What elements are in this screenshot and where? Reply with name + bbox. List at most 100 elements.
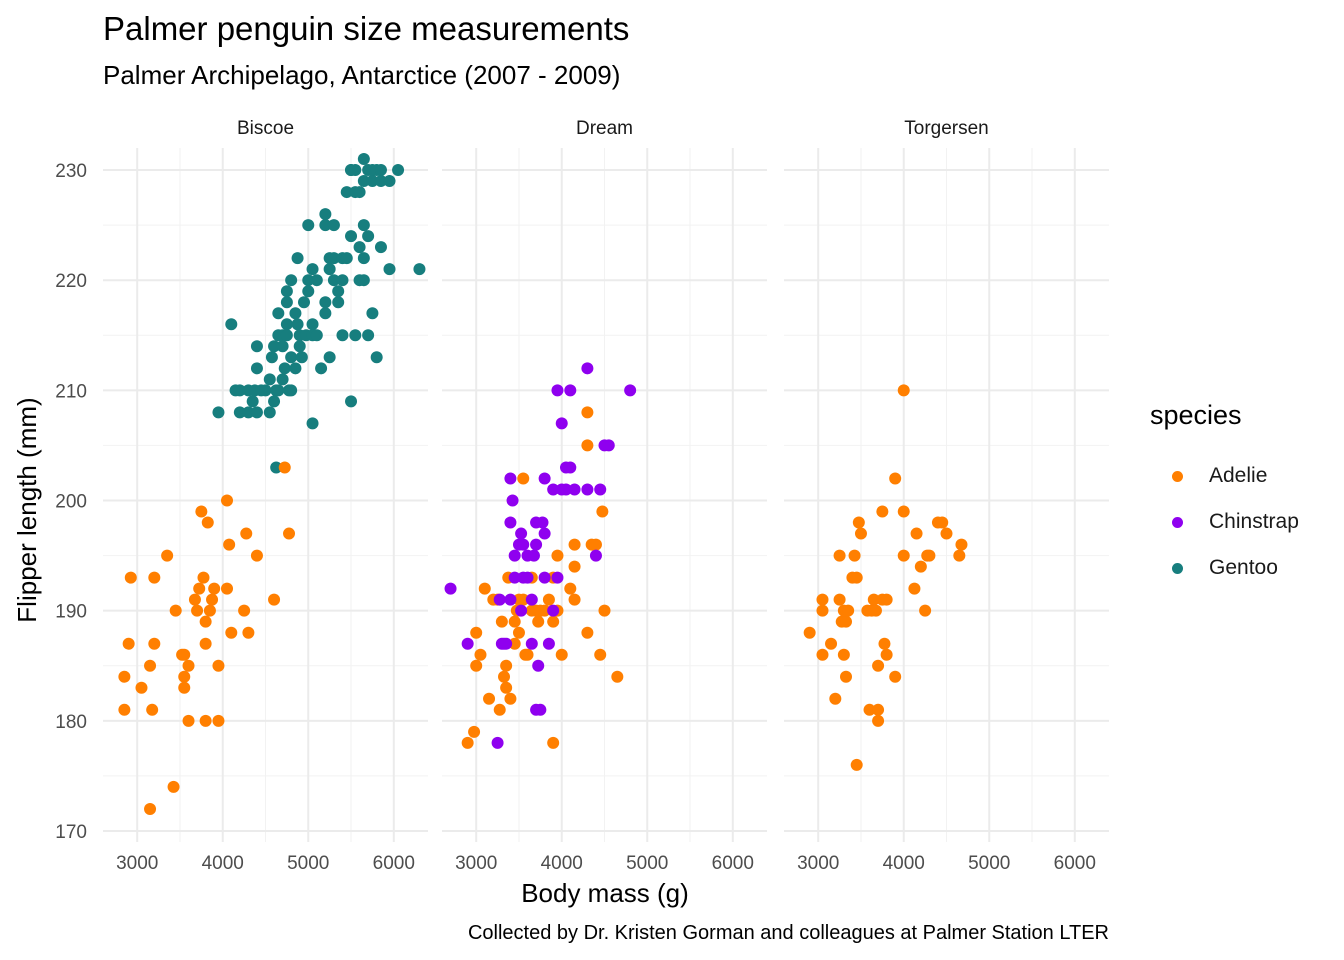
facet-panel-biscoe: Biscoe 3000 4000 5000 6000	[103, 118, 428, 874]
data-point-chinstrap	[581, 362, 594, 375]
data-point-adelie	[589, 538, 602, 551]
x-tick-label: 5000	[626, 853, 668, 874]
data-point-adelie	[596, 505, 609, 518]
chart-title: Palmer penguin size measurements	[103, 10, 630, 47]
data-point-adelie	[538, 604, 551, 617]
data-point-gentoo	[362, 329, 375, 342]
data-point-gentoo	[319, 307, 332, 320]
data-point-chinstrap	[527, 549, 540, 562]
data-point-adelie	[897, 384, 910, 397]
data-point-gentoo	[319, 208, 332, 221]
data-point-adelie	[876, 505, 889, 518]
data-point-gentoo	[278, 362, 291, 375]
data-point-adelie	[144, 659, 157, 672]
x-tick-label: 5000	[968, 853, 1010, 874]
data-point-adelie	[283, 527, 296, 540]
data-point-gentoo	[374, 164, 387, 177]
data-point-adelie	[816, 648, 829, 661]
x-tick-label: 4000	[541, 853, 583, 874]
data-point-gentoo	[285, 384, 298, 397]
data-point-adelie	[223, 538, 236, 551]
data-point-adelie	[825, 637, 838, 650]
data-point-adelie	[178, 681, 191, 694]
data-point-adelie	[197, 571, 210, 584]
data-point-adelie	[837, 648, 850, 661]
data-point-adelie	[148, 637, 161, 650]
data-point-gentoo	[353, 241, 366, 254]
data-point-adelie	[816, 604, 829, 617]
data-point-gentoo	[336, 329, 349, 342]
facet-panel-dream: Dream 3000 4000 5000 6000	[442, 118, 767, 874]
data-point-gentoo	[323, 263, 336, 276]
data-point-gentoo	[383, 263, 396, 276]
data-point-adelie	[833, 593, 846, 606]
data-point-chinstrap	[444, 582, 457, 595]
data-point-adelie	[193, 582, 206, 595]
data-point-adelie	[940, 527, 953, 540]
data-point-adelie	[468, 725, 481, 738]
data-point-adelie	[872, 703, 885, 716]
data-point-gentoo	[323, 351, 336, 364]
data-point-gentoo	[349, 329, 362, 342]
data-point-adelie	[178, 670, 191, 683]
legend-label-adelie: Adelie	[1209, 464, 1268, 487]
data-point-gentoo	[285, 274, 298, 287]
data-point-chinstrap	[530, 538, 543, 551]
data-point-gentoo	[272, 307, 285, 320]
data-point-adelie	[144, 802, 157, 815]
data-point-gentoo	[302, 219, 315, 232]
data-point-adelie	[478, 582, 491, 595]
data-point-gentoo	[374, 175, 387, 188]
legend-item-adelie: Adelie	[1150, 453, 1299, 499]
data-point-adelie	[212, 659, 225, 672]
data-point-adelie	[118, 670, 131, 683]
data-point-adelie	[238, 604, 251, 617]
data-point-adelie	[500, 659, 513, 672]
data-point-gentoo	[349, 164, 362, 177]
data-point-adelie	[221, 582, 234, 595]
data-point-adelie	[547, 736, 560, 749]
data-point-gentoo	[340, 252, 353, 265]
data-point-adelie	[581, 626, 594, 639]
data-point-adelie	[118, 703, 131, 716]
y-tick-label: 220	[55, 271, 87, 292]
data-point-adelie	[493, 703, 506, 716]
data-point-adelie	[517, 593, 530, 606]
data-point-chinstrap	[461, 637, 474, 650]
data-point-gentoo	[383, 175, 396, 188]
data-point-adelie	[848, 549, 861, 562]
data-point-gentoo	[280, 329, 293, 342]
data-point-adelie	[188, 593, 201, 606]
data-point-chinstrap	[515, 604, 528, 617]
data-point-gentoo	[345, 395, 358, 408]
data-point-chinstrap	[538, 571, 551, 584]
x-tick-label: 6000	[373, 853, 415, 874]
data-point-gentoo	[336, 274, 349, 287]
data-point-chinstrap	[564, 461, 577, 474]
data-point-gentoo	[291, 252, 304, 265]
data-point-adelie	[840, 615, 853, 628]
data-point-gentoo	[289, 362, 302, 375]
data-point-chinstrap	[493, 593, 506, 606]
data-point-gentoo	[268, 340, 281, 353]
data-point-adelie	[483, 692, 496, 705]
data-point-adelie	[146, 703, 159, 716]
data-point-adelie	[250, 549, 263, 562]
y-tick-label: 190	[55, 602, 87, 623]
data-point-adelie	[498, 670, 511, 683]
data-point-chinstrap	[547, 604, 560, 617]
data-point-adelie	[470, 659, 483, 672]
data-point-gentoo	[413, 263, 426, 276]
x-tick-label: 3000	[116, 853, 158, 874]
data-point-chinstrap	[602, 439, 615, 452]
data-point-chinstrap	[525, 593, 538, 606]
data-point-gentoo	[250, 340, 263, 353]
data-point-adelie	[500, 681, 513, 694]
data-point-gentoo	[362, 230, 375, 243]
facet-label-biscoe: Biscoe	[237, 118, 294, 139]
data-point-adelie	[568, 593, 581, 606]
data-point-gentoo	[327, 274, 340, 287]
x-tick-label: 6000	[712, 853, 754, 874]
data-point-chinstrap	[624, 384, 637, 397]
data-point-gentoo	[242, 406, 255, 419]
